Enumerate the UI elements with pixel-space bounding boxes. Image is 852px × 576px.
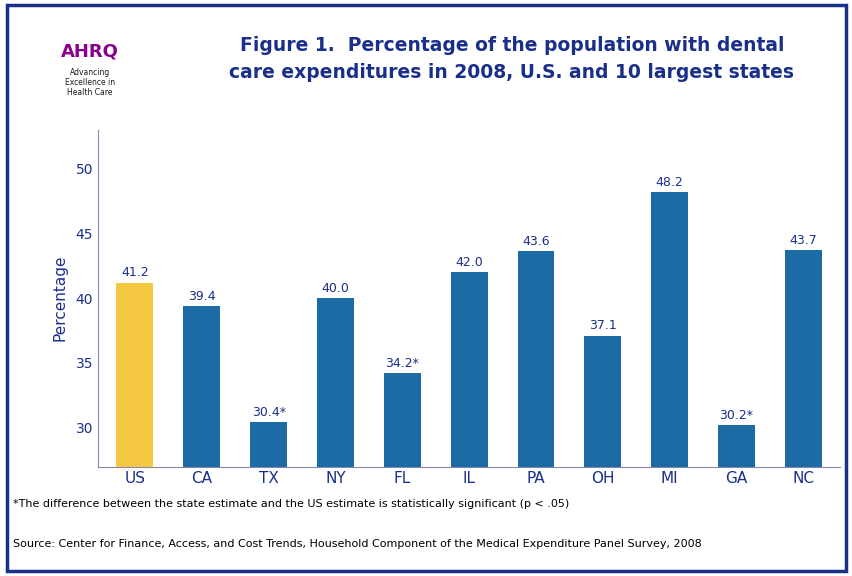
Text: Figure 1.  Percentage of the population with dental
care expenditures in 2008, U: Figure 1. Percentage of the population w… [229, 36, 793, 82]
Bar [784, 250, 820, 576]
Bar [517, 252, 554, 576]
Bar [651, 192, 688, 576]
Text: 48.2: 48.2 [655, 176, 682, 188]
Bar [450, 272, 487, 576]
Text: 39.4: 39.4 [187, 290, 216, 302]
Text: AHRQ: AHRQ [60, 42, 118, 60]
Bar [183, 306, 220, 576]
Text: 43.6: 43.6 [521, 235, 550, 248]
Text: 41.2: 41.2 [121, 266, 148, 279]
Text: *The difference between the state estimate and the US estimate is statistically : *The difference between the state estima… [13, 499, 568, 509]
Text: Source: Center for Finance, Access, and Cost Trends, Household Component of the : Source: Center for Finance, Access, and … [13, 539, 700, 548]
Text: 37.1: 37.1 [588, 320, 616, 332]
Bar [117, 283, 153, 576]
Bar [584, 336, 620, 576]
Bar [250, 423, 286, 576]
Text: 34.2*: 34.2* [385, 357, 418, 370]
Bar [383, 373, 420, 576]
Text: 43.7: 43.7 [789, 234, 816, 247]
Text: 42.0: 42.0 [455, 256, 482, 269]
Text: 40.0: 40.0 [321, 282, 349, 295]
Bar [317, 298, 354, 576]
Y-axis label: Percentage: Percentage [52, 255, 67, 342]
Bar [717, 425, 754, 576]
Text: 30.4*: 30.4* [251, 406, 285, 419]
Text: 30.2*: 30.2* [719, 409, 752, 422]
Text: Advancing
Excellence in
Health Care: Advancing Excellence in Health Care [65, 67, 114, 97]
